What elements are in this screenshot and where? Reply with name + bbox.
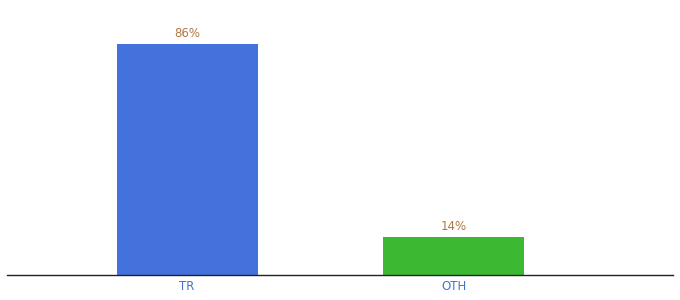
Bar (117, 44, 258, 274)
Bar (383, 237, 524, 274)
Text: 86%: 86% (174, 27, 200, 40)
Text: 14%: 14% (441, 220, 466, 233)
